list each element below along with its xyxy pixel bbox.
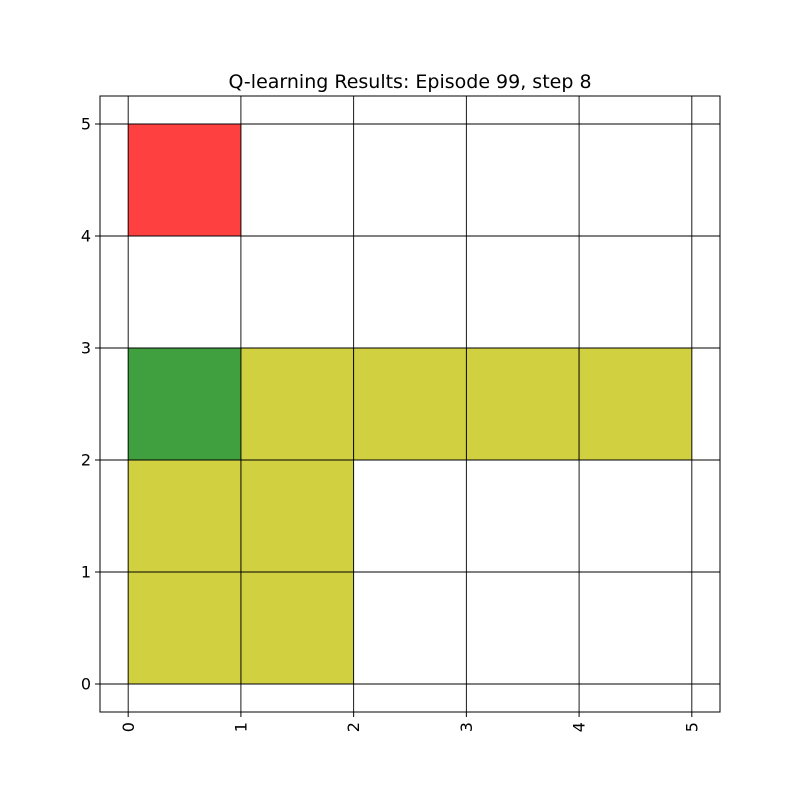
y-tick-label: 5 xyxy=(81,115,91,134)
x-tick-label: 1 xyxy=(232,722,251,732)
grid-cell xyxy=(466,347,580,461)
grid-cell xyxy=(127,347,242,461)
grid-cell xyxy=(240,459,354,573)
grid-cell xyxy=(127,459,242,573)
chart-title: Q-learning Results: Episode 99, step 8 xyxy=(228,71,591,93)
x-tick-label: 4 xyxy=(570,722,589,732)
x-tick-label: 0 xyxy=(119,722,138,732)
grid-cells xyxy=(127,123,693,685)
grid-cell xyxy=(578,347,693,461)
grid-cell xyxy=(127,123,242,237)
grid-cell xyxy=(240,571,354,685)
x-tick-label: 2 xyxy=(344,722,363,732)
y-tick-label: 1 xyxy=(81,563,91,582)
x-tick-label: 3 xyxy=(457,722,476,732)
grid-cell xyxy=(353,347,467,461)
y-tick-label: 0 xyxy=(81,675,91,694)
grid-lines xyxy=(100,96,720,712)
plot-frame xyxy=(99,95,721,713)
y-tick-label: 2 xyxy=(81,451,91,470)
x-tick-label: 5 xyxy=(682,722,701,732)
grid-cell xyxy=(127,571,242,685)
axis-ticks: 0 1 2 3 4 5 0 1 2 3 4 5 xyxy=(81,115,702,733)
grid-cell xyxy=(240,347,354,461)
y-tick-label: 3 xyxy=(81,339,91,358)
y-tick-label: 4 xyxy=(81,227,91,246)
